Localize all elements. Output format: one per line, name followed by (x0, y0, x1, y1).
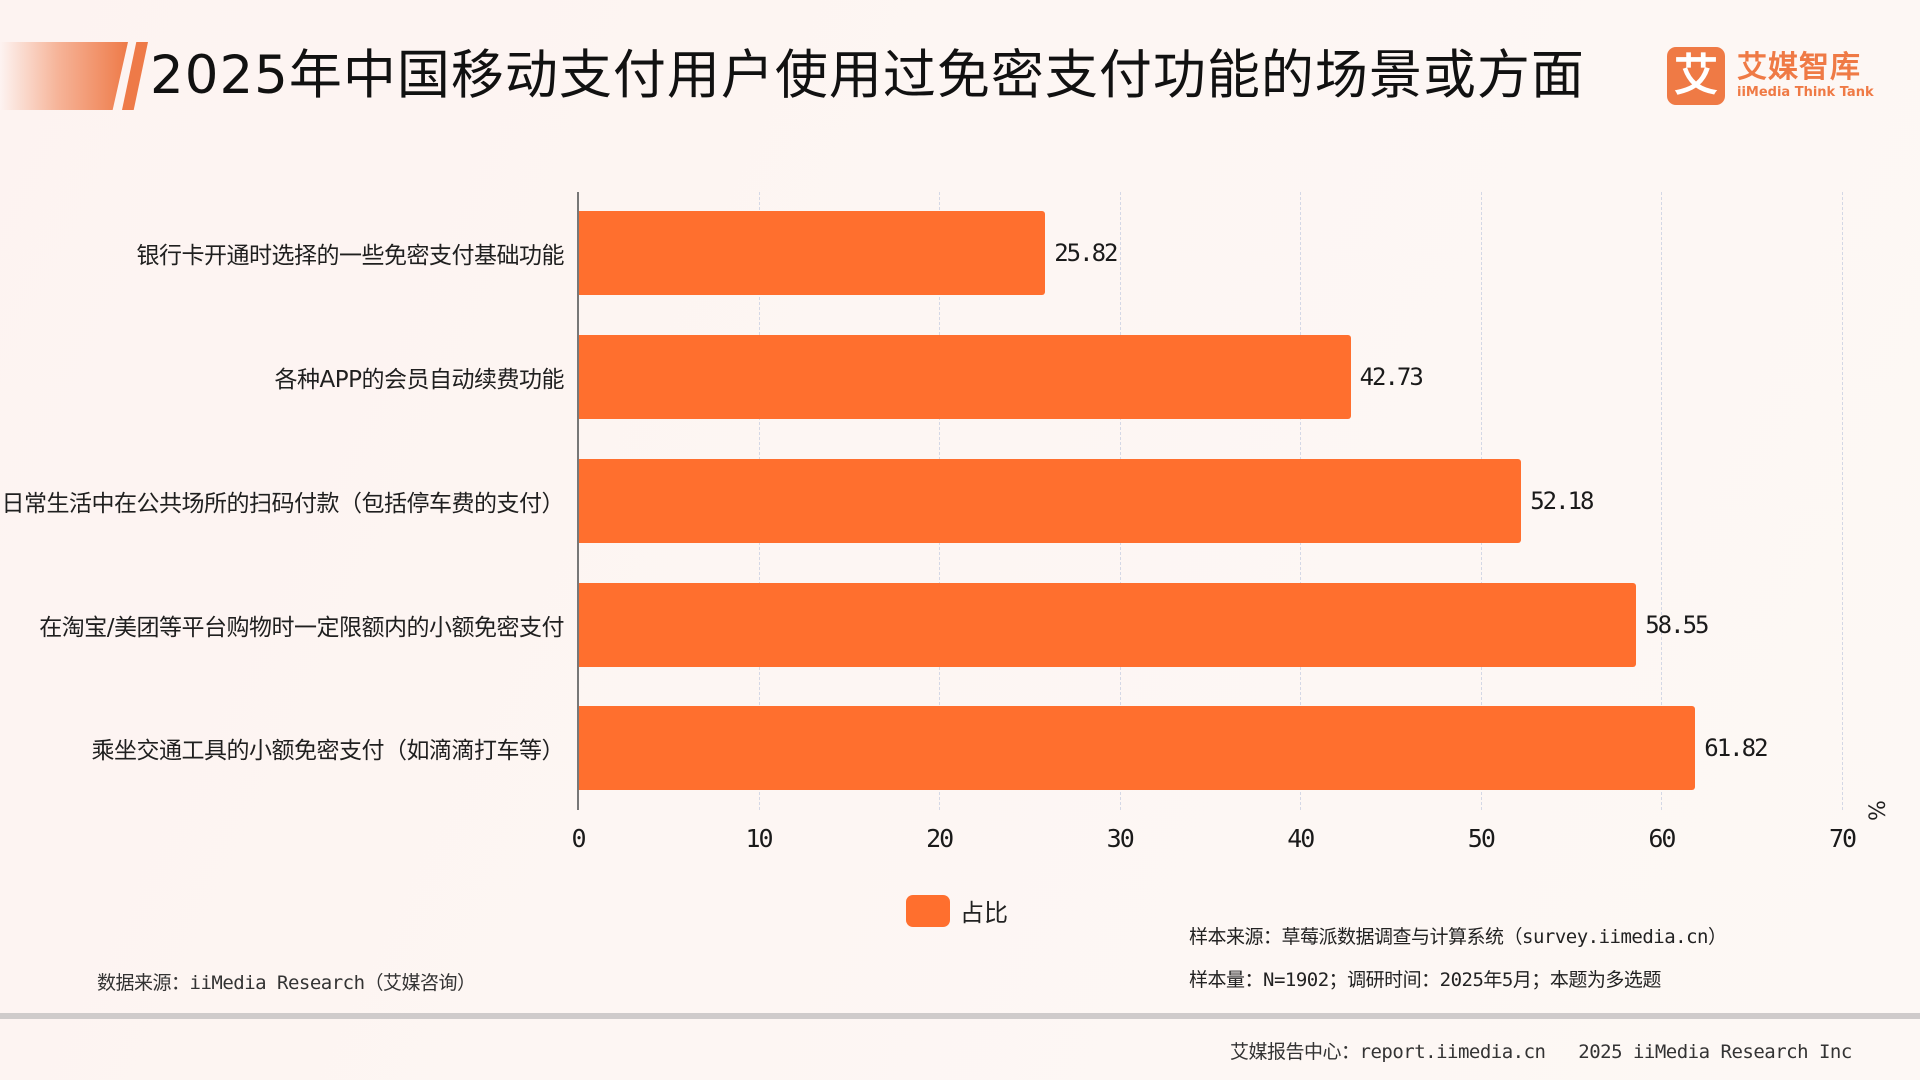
footer-credits: 艾媒报告中心：report.iimedia.cn 2025 iiMedia Re… (1230, 1037, 1852, 1064)
header-decoration-band (0, 42, 128, 110)
x-tick-label: 50 (1467, 824, 1496, 853)
page-title: 2025年中国移动支付用户使用过免密支付功能的场景或方面 (150, 45, 1585, 106)
category-label: 乘坐交通工具的小额免密支付（如滴滴打车等） (91, 738, 565, 764)
bar-row: 乘坐交通工具的小额免密支付（如滴滴打车等） 61.82 (0, 706, 1920, 790)
x-tick-label: 0 (571, 824, 586, 853)
category-label: 日常生活中在公共场所的扫码付款（包括停车费的支付） (1, 491, 565, 517)
bar-row: 各种APP的会员自动续费功能 42.73 (0, 335, 1920, 419)
legend-label: 占比 (960, 899, 1008, 927)
x-tick-label: 20 (926, 824, 954, 853)
bar-row: 在淘宝/美团等平台购物时一定限额内的小额免密支付 58.55 (0, 583, 1920, 667)
sample-source-note: 样本来源：草莓派数据调查与计算系统（survey.iimedia.cn） (1189, 926, 1727, 948)
x-tick-label: 10 (745, 824, 774, 853)
category-label: 银行卡开通时选择的一些免密支付基础功能 (136, 243, 565, 269)
x-axis-unit: % (1865, 800, 1891, 821)
category-label: 各种APP的会员自动续费功能 (274, 367, 565, 393)
sample-size-note: 样本量：N=1902；调研时间：2025年5月；本题为多选题 (1189, 969, 1661, 991)
bar-row: 日常生活中在公共场所的扫码付款（包括停车费的支付） 52.18 (0, 459, 1920, 543)
bar[interactable] (579, 706, 1696, 790)
bar-value-label: 61.82 (1704, 734, 1768, 762)
bar[interactable] (579, 335, 1351, 419)
bar-value-label: 58.55 (1645, 611, 1709, 639)
legend-swatch (906, 894, 950, 927)
x-tick-label: 60 (1648, 824, 1676, 853)
logo-name-en: iiMedia Think Tank (1737, 85, 1874, 100)
x-tick-label: 40 (1287, 824, 1315, 853)
logo-text: 艾媒智库 iiMedia Think Tank (1737, 51, 1874, 101)
bar-row: 银行卡开通时选择的一些免密支付基础功能 25.82 (0, 211, 1920, 295)
copyright-text: 2025 iiMedia Research Inc (1578, 1041, 1852, 1063)
bar[interactable] (579, 583, 1637, 667)
footer-separator (0, 1013, 1920, 1019)
logo-mark-icon: 艾 (1667, 47, 1725, 105)
logo-name-cn: 艾媒智库 (1737, 50, 1861, 85)
brand-logo: 艾 艾媒智库 iiMedia Think Tank (1667, 47, 1874, 105)
x-tick-label: 30 (1106, 824, 1135, 853)
bar-value-label: 25.82 (1054, 239, 1118, 267)
y-axis-line (577, 192, 579, 810)
bar[interactable] (579, 459, 1522, 543)
bar-value-label: 52.18 (1530, 487, 1594, 515)
category-label: 在淘宝/美团等平台购物时一定限额内的小额免密支付 (39, 615, 564, 641)
grid-line (1661, 192, 1663, 810)
bar-value-label: 42.73 (1359, 363, 1424, 391)
report-center-link[interactable]: 艾媒报告中心：report.iimedia.cn (1230, 1041, 1546, 1063)
bar[interactable] (579, 211, 1046, 295)
grid-line (1842, 192, 1843, 810)
x-tick-label: 70 (1828, 824, 1857, 853)
chart-legend: 占比 (906, 893, 1008, 928)
data-source-note: 数据来源：iiMedia Research（艾媒咨询） (97, 972, 476, 994)
